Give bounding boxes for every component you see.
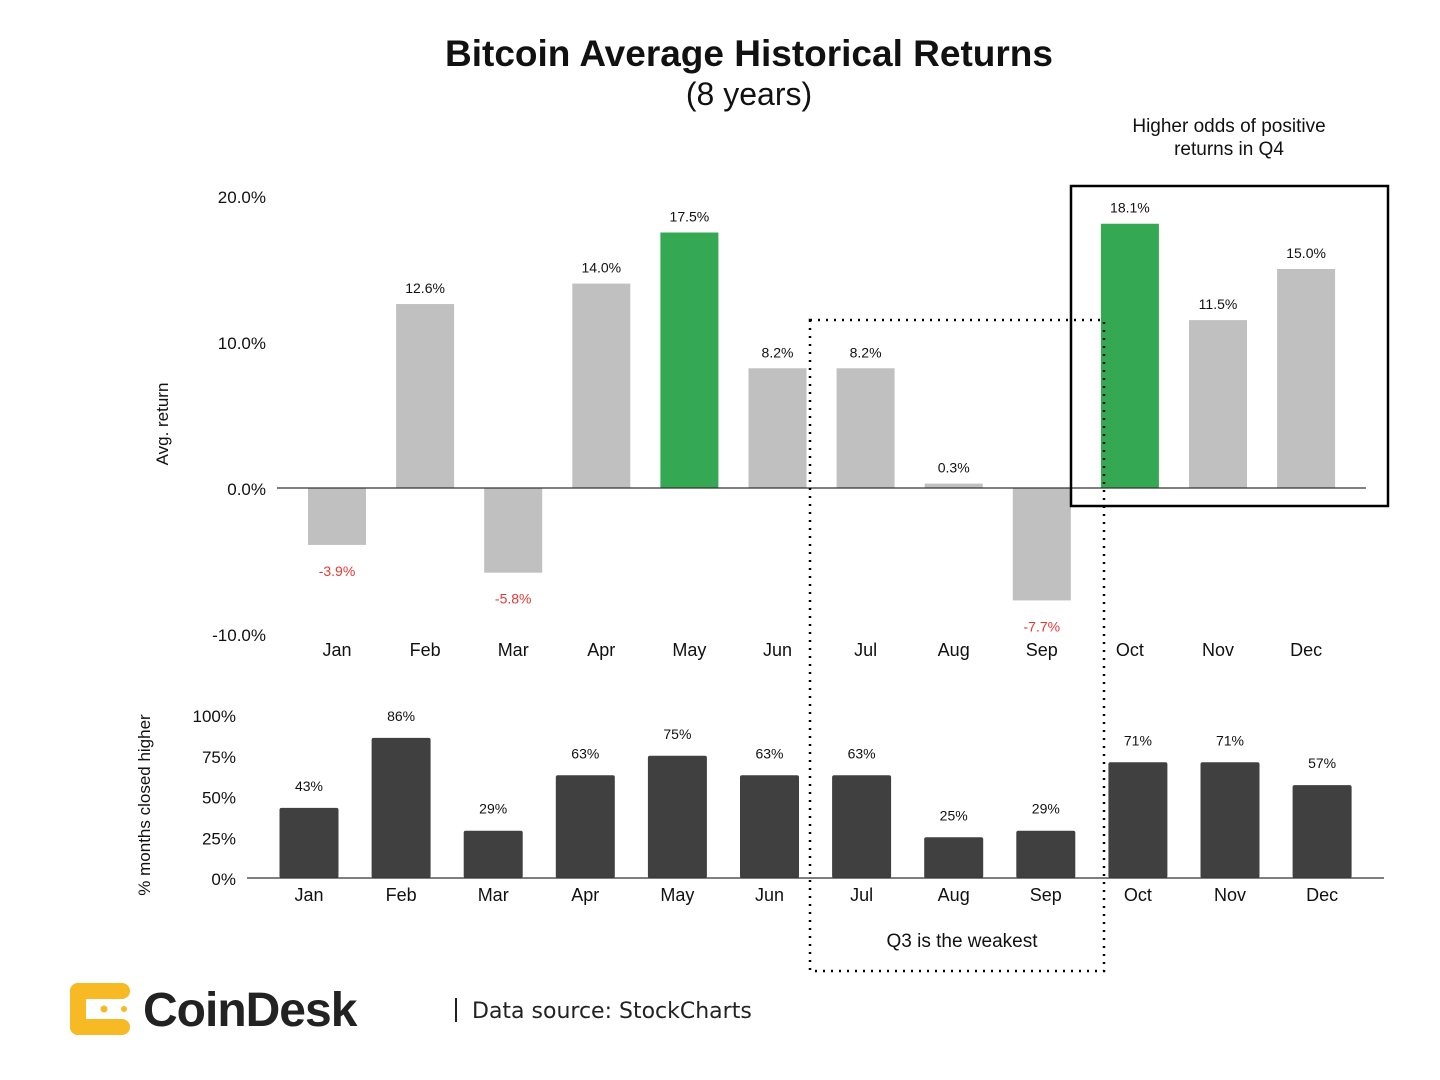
x-tick-label: Nov [1202, 640, 1234, 660]
data-label: 57% [1308, 755, 1336, 771]
chart-subtitle: (8 years) [686, 76, 812, 112]
bar-aug [924, 483, 983, 488]
x-tick-label: Mar [478, 885, 509, 905]
x-tick-label: Apr [571, 885, 599, 905]
bar-sep [1016, 830, 1076, 878]
x-tick-label: May [660, 885, 694, 905]
bar-jul [832, 775, 892, 878]
chart-title: Bitcoin Average Historical Returns [445, 33, 1053, 74]
x-tick-label: Jan [294, 885, 323, 905]
bar-apr [555, 775, 615, 878]
data-label: 63% [848, 745, 876, 761]
x-tick-label: Aug [938, 885, 970, 905]
data-label: 15.0% [1286, 245, 1326, 261]
x-tick-label: Jun [763, 640, 792, 660]
bar-jul [836, 368, 895, 488]
bar-sep [1012, 488, 1071, 601]
data-label: 14.0% [581, 260, 621, 276]
data-label: 86% [387, 708, 415, 724]
bottom-y-axis-label: % months closed higher [135, 714, 154, 896]
bar-nov [1200, 762, 1260, 878]
x-tick-label: Jul [850, 885, 873, 905]
y-tick-label: 100% [193, 707, 236, 726]
y-tick-label: 25% [202, 829, 236, 848]
top-y-axis-label: Avg. return [153, 383, 172, 466]
data-label: 17.5% [670, 209, 710, 225]
avg-return-chart: 20.0% 10.0% 0.0% -10.0% -3.9% Jan 12.6% Feb -5.8… [212, 188, 1366, 660]
x-tick-label: Feb [386, 885, 417, 905]
brand-name: CoinDesk [143, 984, 358, 1037]
bar-jan [279, 807, 339, 878]
x-tick-label: Dec [1306, 885, 1338, 905]
x-tick-label: Mar [498, 640, 529, 660]
bar-dec [1292, 785, 1352, 878]
y-tick-label: 10.0% [218, 334, 266, 353]
y-tick-label: 50% [202, 789, 236, 808]
x-tick-label: Oct [1116, 640, 1144, 660]
data-label: 11.5% [1199, 296, 1238, 312]
bar-jan [308, 488, 366, 545]
x-tick-label: Apr [587, 640, 615, 660]
bar-oct [1100, 223, 1159, 489]
data-label: 29% [1032, 801, 1060, 817]
data-label: 43% [295, 778, 323, 794]
x-tick-label: Feb [410, 640, 441, 660]
bar-mar [484, 488, 543, 573]
x-tick-label: Jan [322, 640, 351, 660]
data-source: Data source: StockCharts [472, 999, 752, 1024]
x-tick-label: Jun [755, 885, 784, 905]
bar-feb [371, 737, 431, 878]
bar-jun [748, 368, 807, 488]
data-label: 63% [755, 745, 783, 761]
y-tick-label: 75% [202, 748, 236, 767]
x-tick-label: Oct [1124, 885, 1152, 905]
data-label: 8.2% [762, 344, 794, 360]
data-label: 75% [663, 726, 691, 742]
x-tick-label: Aug [938, 640, 970, 660]
data-label: -7.7% [1024, 618, 1061, 634]
bar-may [660, 232, 719, 488]
y-tick-label: 20.0% [218, 188, 266, 207]
bar-jun [740, 775, 799, 878]
data-label: 29% [479, 801, 507, 817]
bar-feb [396, 304, 455, 488]
bar-apr [572, 283, 631, 488]
data-label: 8.2% [850, 344, 882, 360]
x-tick-label: Sep [1026, 640, 1058, 660]
data-label: 63% [571, 745, 599, 761]
coindesk-logo-icon [70, 983, 130, 1035]
y-tick-label: -10.0% [212, 626, 266, 645]
data-label: 25% [940, 807, 968, 823]
data-label: 12.6% [405, 280, 445, 296]
bar-nov [1189, 320, 1247, 488]
q4-highlight-box [1069, 184, 1390, 508]
y-tick-label: 0.0% [227, 480, 266, 499]
data-label: 0.3% [938, 460, 970, 476]
data-label: 18.1% [1110, 200, 1150, 216]
data-label: 71% [1216, 732, 1244, 748]
x-tick-label: Nov [1214, 885, 1246, 905]
x-tick-label: Jul [854, 640, 877, 660]
months-higher-chart: 100% 75% 50% 25% 0% 43% Jan 86% Feb 29% Mar 63% Apr 7… [193, 707, 1384, 905]
bar-aug [924, 837, 984, 878]
data-label: -3.9% [319, 563, 356, 579]
q3-annotation: Q3 is the weakest [886, 931, 1038, 952]
bar-may [647, 755, 707, 878]
x-tick-label: Dec [1290, 640, 1322, 660]
data-label: 71% [1124, 732, 1152, 748]
bar-mar [463, 830, 523, 878]
q4-annotation-line1: Higher odds of positive [1132, 116, 1325, 137]
y-tick-label: 0% [211, 870, 236, 889]
q4-annotation-line2: returns in Q4 [1174, 139, 1284, 160]
x-tick-label: Sep [1030, 885, 1062, 905]
x-tick-label: May [672, 640, 706, 660]
bar-oct [1108, 762, 1168, 878]
bar-dec [1277, 269, 1336, 488]
data-label: -5.8% [495, 591, 532, 607]
